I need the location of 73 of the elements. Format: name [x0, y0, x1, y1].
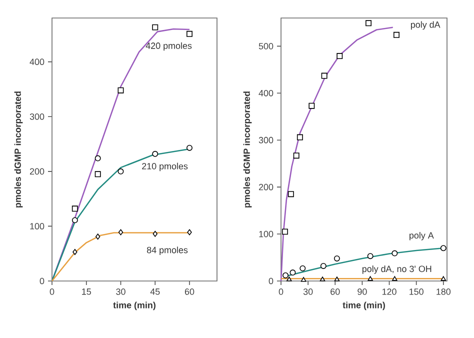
- point: [393, 32, 400, 38]
- y-tick-label: 100: [30, 223, 44, 230]
- x-tick-label: 180: [436, 288, 451, 295]
- point: [152, 24, 158, 30]
- x-tick-label: 60: [330, 288, 340, 295]
- point: [95, 234, 100, 240]
- series-label: 420 pmoles: [146, 42, 192, 51]
- x-tick-label: 30: [116, 288, 126, 295]
- y-tick-label: 200: [30, 168, 44, 175]
- series-label: poly A: [410, 232, 434, 240]
- x-tick-label: 90: [358, 288, 367, 295]
- point: [392, 250, 398, 256]
- y-axis-title: pmoles dGMP incorporated: [14, 92, 23, 208]
- x-tick-label: 60: [184, 288, 194, 295]
- point: [288, 191, 294, 198]
- x-tick-label: 0: [50, 288, 54, 295]
- y-axis-title: pmoles dGMP incorporated: [243, 92, 252, 208]
- y-tick-label: 100: [259, 230, 274, 238]
- y-tick-label: 400: [30, 58, 44, 66]
- point: [392, 276, 398, 281]
- x-tick-label: 0: [278, 288, 284, 295]
- point: [366, 20, 372, 26]
- x-tick-label: 30: [303, 288, 313, 295]
- x-axis-title: time (min): [342, 302, 385, 310]
- point: [300, 265, 306, 272]
- y-tick-label: 500: [258, 43, 274, 50]
- point: [293, 152, 300, 159]
- point: [118, 87, 124, 94]
- series-label: 210 pmoles: [142, 162, 188, 172]
- point: [321, 72, 328, 79]
- point: [186, 30, 192, 37]
- series-label: 84 pmoles: [147, 246, 188, 255]
- point: [186, 144, 192, 151]
- point: [94, 171, 101, 178]
- point: [367, 253, 374, 260]
- point: [187, 229, 192, 236]
- x-tick-label: 120: [382, 288, 396, 295]
- point: [152, 150, 158, 157]
- point: [368, 276, 373, 281]
- point: [308, 102, 315, 109]
- series-label: poly dA, no 3' OH: [362, 265, 432, 274]
- point: [300, 277, 306, 282]
- point: [334, 276, 340, 282]
- y-tick-label: 0: [268, 278, 274, 284]
- line-series: [280, 26, 394, 282]
- y-tick-label: 0: [40, 278, 44, 284]
- x-tick-label: 150: [410, 288, 424, 295]
- y-tick-label: 300: [258, 136, 274, 144]
- y-tick-label: 400: [258, 90, 274, 96]
- point: [72, 217, 78, 224]
- point: [118, 229, 124, 236]
- point: [440, 276, 446, 281]
- y-tick-label: 300: [30, 113, 44, 120]
- point: [72, 206, 78, 212]
- point: [290, 270, 296, 276]
- y-tick-label: 200: [258, 184, 274, 190]
- point: [440, 245, 446, 252]
- point: [320, 276, 326, 282]
- x-tick-label: 45: [150, 288, 160, 295]
- x-axis-title: time (min): [113, 302, 156, 310]
- x-tick-label: 15: [82, 288, 91, 295]
- point: [286, 276, 292, 282]
- point: [72, 248, 78, 255]
- point: [296, 134, 303, 140]
- point: [282, 272, 289, 278]
- point: [336, 53, 343, 60]
- point: [118, 168, 124, 174]
- point: [320, 262, 326, 269]
- point: [94, 155, 101, 162]
- text: poly dA: [410, 21, 440, 30]
- point: [152, 230, 158, 237]
- point: [334, 255, 340, 262]
- point: [282, 228, 288, 235]
